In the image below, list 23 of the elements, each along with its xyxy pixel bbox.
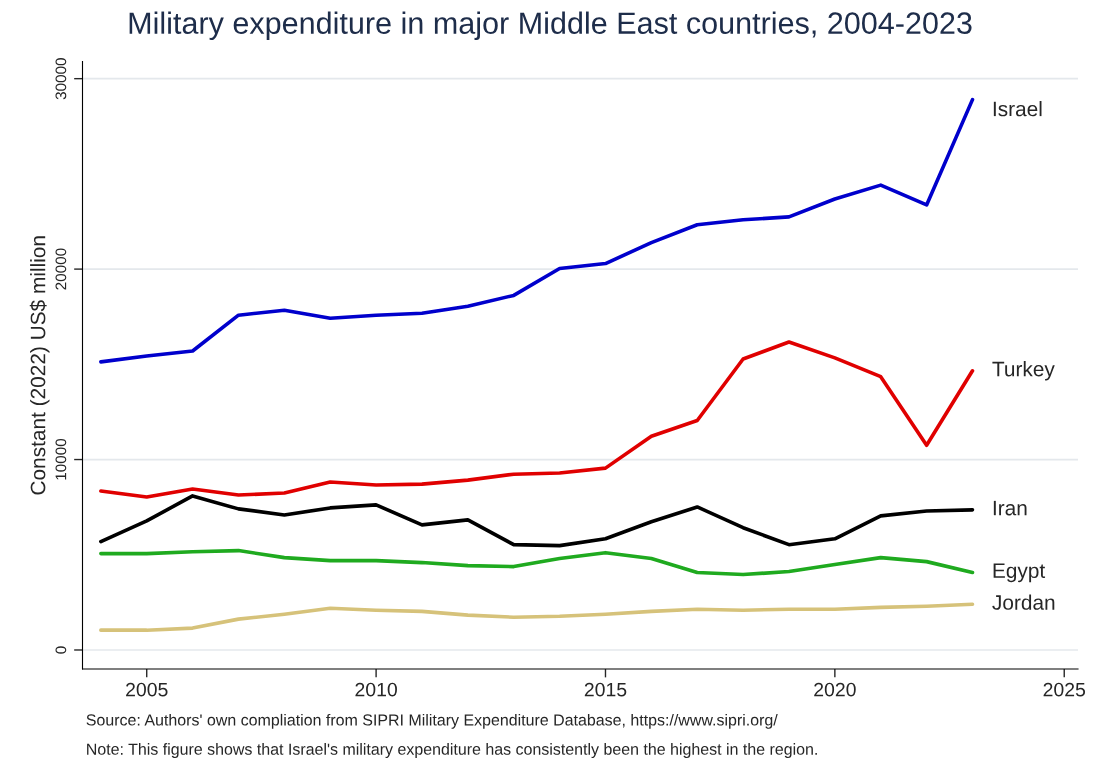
line-series <box>99 97 975 364</box>
line-series <box>99 340 975 499</box>
series-label: Turkey <box>992 361 1055 381</box>
x-tick-label: 2020 <box>814 682 856 697</box>
line-series <box>99 494 975 548</box>
y-tick-label: 10000 <box>55 438 67 480</box>
y-axis-title: Constant (2022) US$ million <box>29 236 50 495</box>
series-label: Iran <box>993 500 1027 516</box>
series-label: Egypt <box>993 563 1046 583</box>
y-tick-label: 20000 <box>55 248 67 290</box>
text: Note: This figure shows that Israel's military expenditure has consistently been the highest in the region. <box>87 743 817 758</box>
line-series <box>99 548 975 577</box>
series-label: Jordan <box>992 594 1055 610</box>
line-series <box>99 602 975 632</box>
x-tick-label: 2005 <box>126 682 168 697</box>
chart-title: Military expenditure in major Middle East countries, 2004-2023 <box>129 11 972 41</box>
series-label: Israel <box>993 101 1042 117</box>
y-tick-label: 0 <box>55 646 67 654</box>
source-note: Source: Authors' own compliation from SIPRI Military Expenditure Database, https://www.sipri.org/ <box>86 713 778 729</box>
x-tick-label: 2025 <box>1043 682 1086 697</box>
x-tick-label: 2015 <box>584 682 627 697</box>
x-tick-label: 2010 <box>355 682 397 697</box>
y-tick-label: 30000 <box>55 58 67 100</box>
